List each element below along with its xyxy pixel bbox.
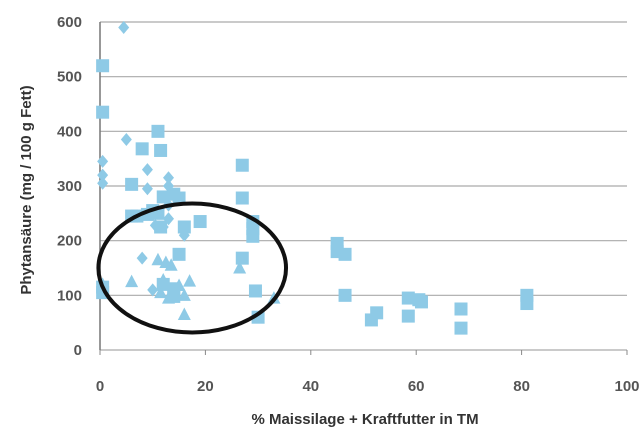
diamond-point [147,283,159,297]
square-point [454,321,468,335]
square-point [338,247,352,261]
square-point [520,297,534,311]
y-axis-title: Phytansäure (mg / 100 g Fett) [18,85,35,294]
square-point [125,177,139,191]
diamond-point [141,182,153,196]
square-point [193,215,207,229]
square-point [235,158,249,172]
square-point [177,220,191,234]
square-point [151,124,165,138]
triangle-point [154,285,168,299]
square-point [96,105,110,119]
x-tick-labels: 0 20 40 60 80 100 [96,378,640,395]
square-point [248,284,262,298]
square-point [172,247,186,261]
triangle-point [233,261,247,274]
diamond-point [97,154,109,168]
diamond-point [97,168,109,182]
y-tick-label: 0 [74,342,82,359]
x-tick-label: 80 [513,378,530,395]
triangle-point [164,258,178,271]
y-tick-label: 300 [57,178,82,195]
x-tick-label: 40 [302,378,319,395]
y-tick-labels: 0 100 200 300 400 500 600 [57,14,82,359]
x-tick-label: 0 [96,378,104,395]
y-tick-label: 600 [57,14,82,31]
triangle-point [172,278,186,291]
square-point [246,229,260,243]
square-point [454,302,468,316]
x-tick-label: 20 [197,378,214,395]
square-point [235,251,249,265]
x-tick-label: 60 [408,378,425,395]
square-point [96,59,110,73]
triangle-point [156,273,170,286]
square-point [235,191,249,205]
x-axis-title: % Maissilage + Kraftfutter in TM [251,411,478,428]
triangle-point [183,274,197,287]
square-point [156,190,170,204]
diamond-point [120,133,132,147]
y-tick-label: 500 [57,69,82,86]
x-tick-label: 100 [614,378,639,395]
diamond-point [118,20,130,34]
diamond-point [141,163,153,177]
data-points [96,20,534,335]
square-point [401,291,415,305]
diamond-point [163,171,175,185]
square-point [414,295,428,309]
square-point [401,309,415,323]
y-tick-label: 100 [57,287,82,304]
triangle-point [125,274,139,288]
square-point [154,220,168,234]
highlight-ellipse [96,201,289,335]
triangle-point [177,307,191,320]
y-tick-label: 400 [57,123,82,140]
square-point [338,288,352,302]
square-point [370,306,384,320]
square-point [154,143,168,157]
square-point [172,191,186,205]
y-tick-label: 200 [57,233,82,250]
triangle-point [151,252,165,266]
triangle-point [177,288,191,301]
square-point [135,142,149,156]
diamond-point [97,176,109,190]
diamond-point [136,251,148,265]
triangle-point [162,291,176,304]
